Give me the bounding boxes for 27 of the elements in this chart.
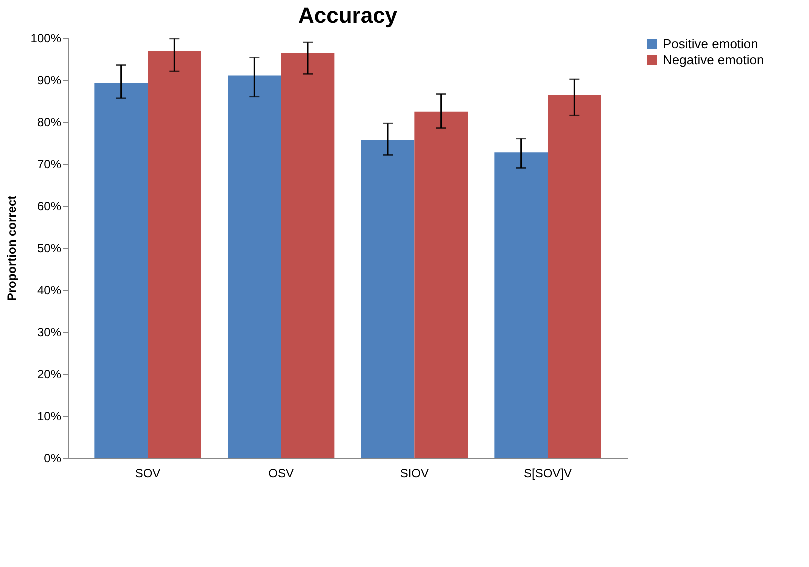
y-tick-label: 60%: [37, 200, 62, 214]
legend-label: Negative emotion: [663, 52, 764, 68]
y-tick-label: 90%: [37, 74, 62, 88]
bar: [281, 54, 335, 458]
y-tick-label: 40%: [37, 284, 62, 298]
x-tick-label: SOV: [135, 466, 161, 480]
y-tick-label: 10%: [37, 410, 62, 424]
y-tick-label: 30%: [37, 326, 62, 340]
bar: [94, 83, 148, 458]
bar: [361, 140, 415, 458]
bar: [414, 112, 468, 458]
bar: [548, 96, 602, 458]
y-tick-label: 70%: [37, 158, 62, 172]
chart-title: Accuracy: [298, 3, 398, 28]
y-tick-label: 100%: [30, 32, 62, 46]
x-tick-label: SIOV: [400, 466, 430, 480]
y-tick-label: 0%: [44, 452, 62, 466]
x-tick-label: OSV: [268, 466, 294, 480]
y-tick-label: 50%: [37, 242, 62, 256]
y-tick-label: 20%: [37, 368, 62, 382]
bar: [494, 152, 548, 458]
y-axis-title: Proportion correct: [4, 196, 19, 302]
legend-label: Positive emotion: [663, 36, 758, 52]
bar: [148, 51, 202, 458]
x-tick-label: S[SOV]V: [524, 466, 572, 480]
y-tick-label: 80%: [37, 116, 62, 130]
bar: [228, 76, 282, 458]
